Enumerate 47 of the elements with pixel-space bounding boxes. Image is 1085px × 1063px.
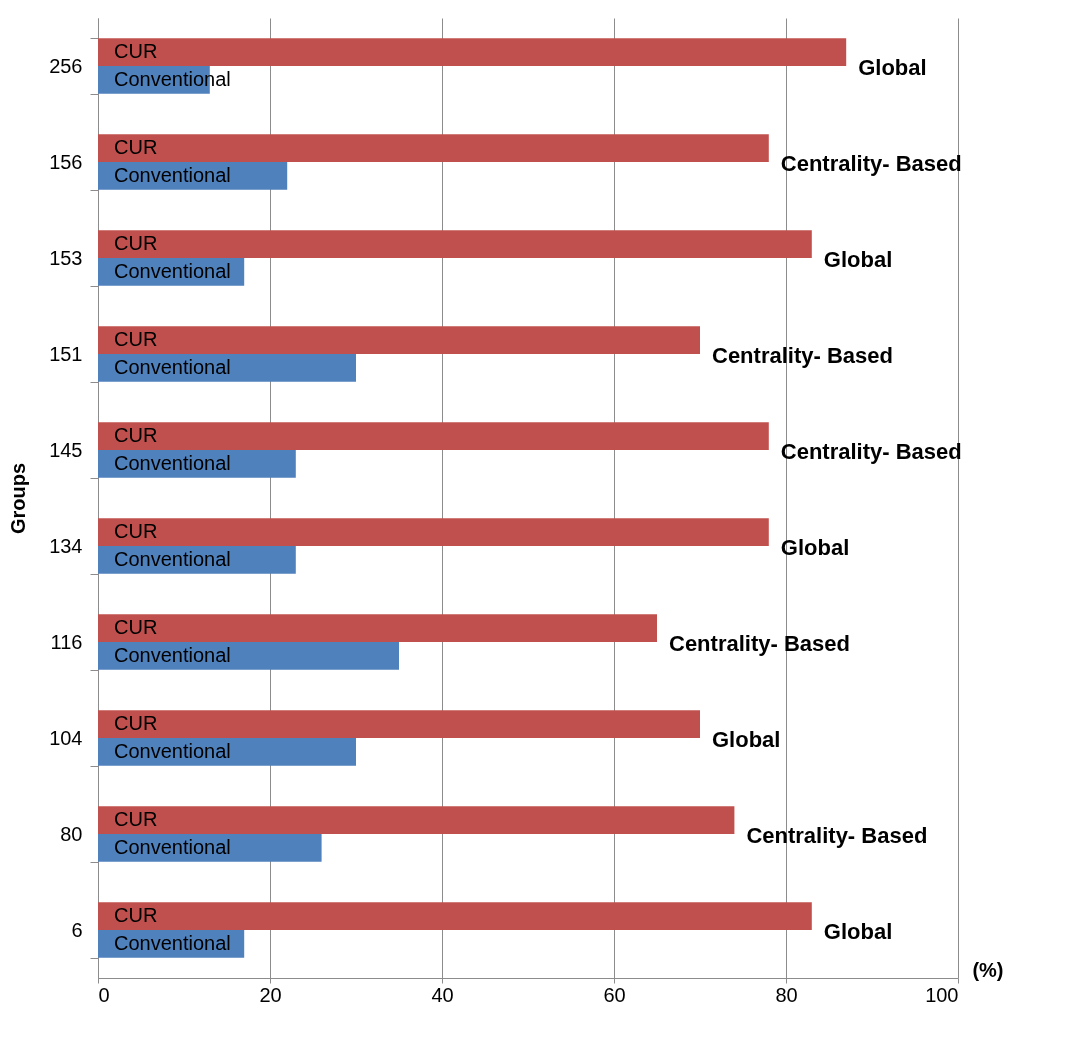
annotation: Centrality- Based — [780, 151, 962, 176]
text: Conventional — [114, 259, 231, 282]
y-tick-label: 153 — [49, 246, 83, 269]
x-tick-label: 100 — [925, 983, 959, 1006]
y-tick-label: 156 — [49, 150, 83, 173]
series-label: Conventional — [114, 547, 231, 570]
y-tick-label: 256 — [49, 54, 83, 77]
annotation: Centrality- Based — [746, 823, 928, 848]
text: CUR — [114, 616, 158, 639]
y-axis-title: Groups — [7, 462, 30, 535]
text: Conventional — [114, 931, 231, 954]
y-tick-label: 145 — [49, 438, 83, 461]
text: Conventional — [114, 163, 231, 186]
annotation: Global — [858, 55, 927, 80]
annotation: Global — [823, 919, 893, 944]
y-tick-label: 104 — [49, 726, 83, 749]
y-tick-label: 80 — [60, 822, 83, 845]
y-tick-label: 116 — [50, 630, 83, 653]
annotation: Global — [823, 247, 893, 272]
text: CUR — [114, 904, 158, 927]
x-tick-label: 40 — [431, 983, 454, 1006]
text: CUR — [114, 808, 158, 831]
text: Conventional — [114, 355, 231, 378]
y-tick-label: 6 — [71, 918, 83, 941]
text: CUR — [114, 424, 158, 447]
x-axis-title: (%) — [972, 958, 1004, 981]
text: Conventional — [114, 835, 231, 858]
annotation: Global — [780, 535, 850, 560]
x-tick-label: 20 — [259, 983, 282, 1006]
x-tick-label: 80 — [775, 983, 798, 1006]
annotation: Centrality- Based — [669, 631, 850, 656]
y-tick-label: 134 — [49, 534, 83, 557]
x-tick-label: 60 — [603, 983, 626, 1006]
y-tick-label: 151 — [49, 342, 83, 365]
annotation: Centrality- Based — [712, 343, 893, 368]
text: CUR — [114, 232, 158, 255]
annotation: Global — [712, 727, 781, 752]
text: CUR — [114, 520, 158, 543]
text: Conventional — [114, 739, 231, 762]
x-tick-label: 0 — [98, 983, 110, 1006]
text: Conventional — [114, 643, 231, 666]
text: CUR — [114, 40, 158, 63]
text: CUR — [114, 136, 158, 159]
series-label: CUR — [114, 328, 158, 351]
annotation: Centrality- Based — [780, 439, 962, 464]
text: Conventional — [114, 451, 231, 474]
text: CUR — [114, 712, 158, 735]
